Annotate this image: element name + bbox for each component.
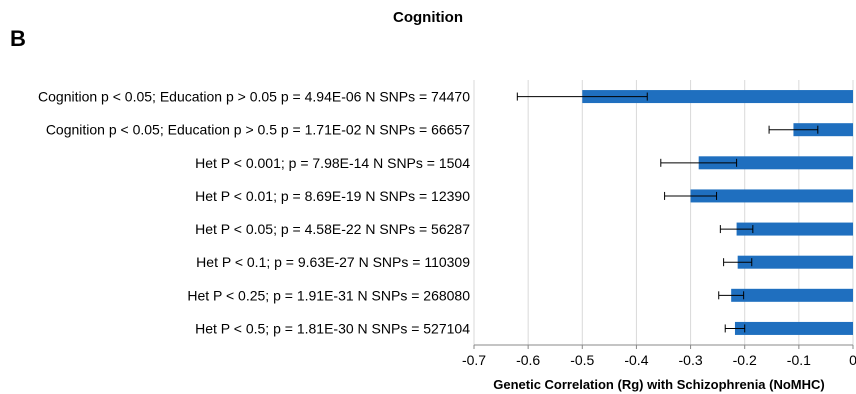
x-tick-label: -0.7 (462, 352, 486, 368)
x-axis-title: Genetic Correlation (Rg) with Schizophre… (493, 377, 825, 392)
x-tick-label: -0.5 (570, 352, 594, 368)
category-label: Het P < 0.01; p = 8.69E-19 N SNPs = 1239… (195, 188, 470, 204)
error-bars (516, 92, 819, 333)
x-tick-label: -0.1 (787, 352, 811, 368)
category-label: Het P < 0.001; p = 7.98E-14 N SNPs = 150… (195, 155, 470, 171)
bar (690, 189, 853, 203)
bars (582, 90, 853, 335)
category-label: Het P < 0.1; p = 9.63E-27 N SNPs = 11030… (196, 254, 470, 270)
bar (793, 123, 853, 137)
bar (582, 90, 853, 104)
category-label: Het P < 0.5; p = 1.81E-30 N SNPs = 52710… (195, 320, 470, 336)
x-tick-label: 0 (849, 352, 856, 368)
category-labels: Cognition p < 0.05; Education p > 0.05 p… (38, 89, 470, 337)
bar (734, 321, 853, 335)
panel-label: B (10, 26, 26, 51)
category-label: Cognition p < 0.05; Education p > 0.05 p… (38, 89, 470, 105)
gridlines (473, 80, 854, 345)
x-tick-label: -0.4 (624, 352, 648, 368)
x-axis: -0.7 -0.6 -0.5 -0.4 -0.3 -0.2 -0.1 0 (462, 344, 856, 368)
category-label: Cognition p < 0.05; Education p > 0.5 p … (46, 122, 470, 138)
bar (698, 156, 853, 170)
bar (731, 288, 853, 302)
bar (736, 222, 853, 236)
category-label: Het P < 0.05; p = 4.58E-22 N SNPs = 5628… (195, 221, 470, 237)
bar (737, 255, 853, 269)
x-tick-label: -0.6 (516, 352, 540, 368)
x-tick-label: -0.2 (733, 352, 757, 368)
category-label: Het P < 0.25; p = 1.91E-31 N SNPs = 2680… (187, 287, 470, 303)
x-tick-label: -0.3 (679, 352, 703, 368)
chart-title: Cognition (393, 9, 463, 26)
